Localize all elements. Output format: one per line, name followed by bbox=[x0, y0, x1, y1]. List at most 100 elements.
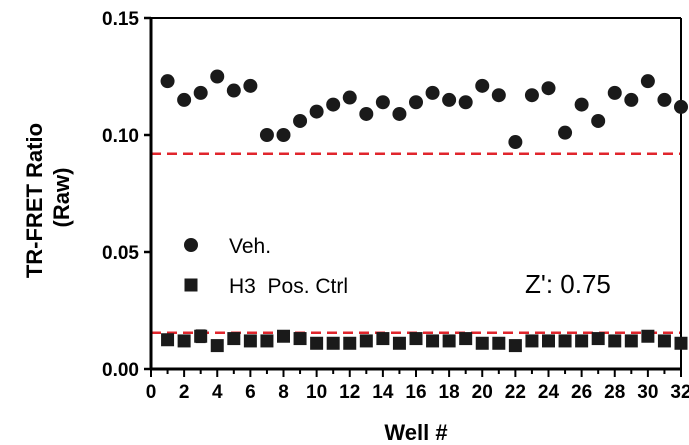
pos-ctrl-point bbox=[459, 332, 473, 346]
pos-ctrl-point bbox=[492, 336, 506, 350]
pos-ctrl-point bbox=[293, 332, 307, 346]
pos-ctrl-point bbox=[326, 336, 340, 350]
veh-point bbox=[359, 106, 374, 121]
legend-label-pos-ctrl: H3 Pos. Ctrl bbox=[229, 275, 348, 298]
pos-ctrl-point bbox=[426, 334, 440, 348]
x-tick-label: 6 bbox=[245, 382, 256, 403]
x-tick-label: 20 bbox=[472, 382, 493, 403]
pos-ctrl-point bbox=[508, 339, 522, 353]
pos-ctrl-point bbox=[227, 332, 241, 346]
pos-ctrl-point bbox=[657, 334, 671, 348]
legend-label-veh: Veh. bbox=[229, 235, 271, 258]
veh-point bbox=[177, 92, 192, 107]
legend: Veh. H3 Pos. Ctrl bbox=[184, 235, 348, 298]
y-axis-title-line-1: TR-FRET Ratio bbox=[22, 123, 47, 278]
y-tick-label: 0.00 bbox=[102, 360, 139, 381]
veh-point bbox=[657, 92, 672, 107]
veh-point bbox=[309, 104, 324, 119]
y-axis-title-line-2: (Raw) bbox=[49, 168, 74, 228]
veh-point bbox=[375, 95, 390, 110]
pos-ctrl-point bbox=[210, 339, 224, 353]
veh-point bbox=[243, 78, 258, 93]
veh-point bbox=[640, 74, 655, 89]
x-tick-label: 14 bbox=[372, 382, 394, 403]
veh-point bbox=[392, 106, 407, 121]
pos-ctrl-point bbox=[310, 336, 324, 350]
veh-point bbox=[193, 85, 208, 100]
pos-ctrl-point bbox=[475, 336, 489, 350]
pos-ctrl-point bbox=[409, 332, 423, 346]
veh-point bbox=[624, 92, 639, 107]
pos-ctrl-point bbox=[392, 336, 406, 350]
x-tick-label: 12 bbox=[339, 382, 360, 403]
y-axis-ticks: 0.00 0.05 0.10 0.15 bbox=[102, 9, 151, 381]
veh-point bbox=[409, 95, 423, 110]
pos-ctrl-point bbox=[177, 334, 191, 348]
pos-ctrl-point bbox=[161, 333, 175, 347]
veh-point bbox=[276, 128, 291, 142]
x-tick-label: 4 bbox=[212, 382, 223, 403]
x-axis-title: Well # bbox=[384, 420, 447, 445]
veh-point bbox=[342, 90, 357, 105]
veh-point bbox=[674, 99, 688, 114]
veh-point bbox=[259, 128, 274, 142]
veh-point bbox=[574, 97, 589, 112]
veh-point bbox=[425, 85, 440, 100]
veh-point bbox=[160, 74, 175, 89]
pos-ctrl-point bbox=[194, 329, 208, 343]
veh-point bbox=[558, 125, 573, 140]
legend-marker-veh bbox=[184, 238, 198, 252]
x-tick-label: 22 bbox=[505, 382, 526, 403]
plot-frame bbox=[149, 17, 682, 371]
x-tick-label: 32 bbox=[670, 382, 689, 403]
pos-ctrl-point bbox=[674, 336, 688, 350]
veh-point bbox=[442, 92, 457, 107]
veh-point bbox=[458, 95, 473, 110]
x-tick-label: 30 bbox=[637, 382, 658, 403]
pos-ctrl-point bbox=[575, 334, 589, 348]
x-tick-label: 8 bbox=[278, 382, 289, 403]
legend-marker-pos-ctrl bbox=[184, 278, 198, 292]
veh-point bbox=[226, 83, 241, 98]
y-tick-label: 0.15 bbox=[102, 9, 139, 30]
veh-point bbox=[541, 81, 556, 96]
x-tick-label: 24 bbox=[538, 382, 560, 403]
x-tick-label: 16 bbox=[405, 382, 426, 403]
y-tick-label: 0.05 bbox=[102, 243, 139, 264]
x-tick-label: 0 bbox=[146, 382, 157, 403]
veh-point bbox=[293, 113, 308, 128]
pos-ctrl-point bbox=[343, 336, 357, 350]
x-tick-label: 2 bbox=[179, 382, 190, 403]
veh-point bbox=[607, 85, 622, 100]
pos-ctrl-point bbox=[641, 329, 655, 343]
x-axis-ticks: 0 2 4 6 8 10 12 14 16 18 20 22 24 26 28 30 32 bbox=[146, 369, 689, 403]
veh-point bbox=[210, 69, 225, 84]
pos-ctrl-point bbox=[525, 334, 539, 348]
x-tick-label: 26 bbox=[571, 382, 592, 403]
veh-point bbox=[524, 88, 539, 103]
veh-point bbox=[508, 135, 523, 150]
pos-ctrl-point bbox=[260, 334, 274, 348]
veh-point bbox=[475, 78, 490, 93]
pos-ctrl-point bbox=[277, 329, 290, 343]
y-axis-title: TR-FRET Ratio (Raw) bbox=[22, 117, 74, 278]
z-prime-annotation: Z': 0.75 bbox=[525, 269, 611, 299]
x-tick-label: 28 bbox=[604, 382, 625, 403]
pos-ctrl-point bbox=[376, 332, 390, 346]
pos-ctrl-point bbox=[243, 334, 257, 348]
y-tick-label: 0.10 bbox=[102, 126, 139, 147]
pos-ctrl-point bbox=[608, 334, 622, 348]
veh-point bbox=[491, 88, 506, 103]
pos-ctrl-point bbox=[558, 334, 572, 348]
pos-ctrl-point bbox=[624, 334, 638, 348]
data-markers bbox=[160, 69, 688, 353]
pos-ctrl-point bbox=[442, 334, 456, 348]
veh-point bbox=[326, 97, 341, 112]
pos-ctrl-point bbox=[591, 332, 605, 346]
pos-ctrl-point bbox=[359, 334, 373, 348]
x-tick-label: 10 bbox=[306, 382, 327, 403]
pos-ctrl-point bbox=[542, 334, 555, 348]
x-tick-label: 18 bbox=[439, 382, 460, 403]
veh-point bbox=[591, 113, 606, 128]
